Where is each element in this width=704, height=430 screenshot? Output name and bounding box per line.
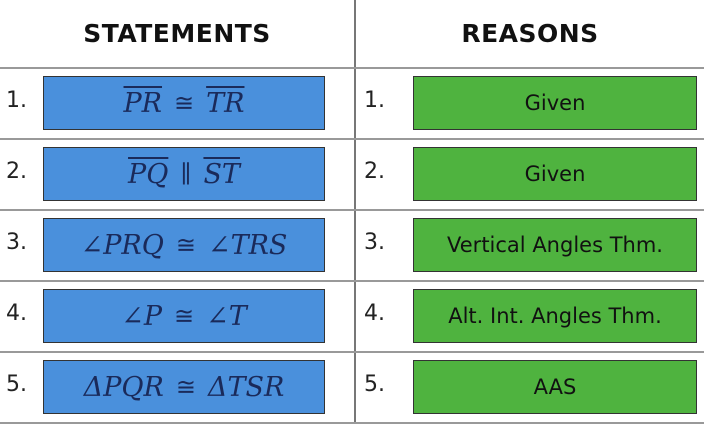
row-line bbox=[0, 209, 704, 211]
row-line bbox=[0, 351, 704, 353]
row-line bbox=[0, 138, 704, 140]
reason-box: Alt. Int. Angles Thm. bbox=[413, 289, 697, 343]
statement-relation: ≅ bbox=[175, 231, 196, 259]
statement-number: 2. bbox=[6, 159, 27, 184]
statement-left: ΔPQR bbox=[83, 371, 164, 403]
statement-number: 4. bbox=[6, 301, 27, 326]
statement-number: 3. bbox=[6, 230, 27, 255]
statement-box: PQ ∥ ST bbox=[43, 147, 325, 201]
statement-box: ∠PRQ ≅ ∠TRS bbox=[43, 218, 325, 272]
statement-left: ∠P bbox=[121, 300, 163, 332]
reason-box: AAS bbox=[413, 360, 697, 414]
statement-left: ∠PRQ bbox=[80, 229, 164, 261]
statement-left: PR bbox=[123, 87, 163, 119]
statement-right: ST bbox=[203, 158, 240, 190]
column-divider bbox=[354, 0, 356, 422]
row-line bbox=[0, 280, 704, 282]
statement-box: PR ≅ TR bbox=[43, 76, 325, 130]
statement-right: ∠T bbox=[206, 300, 247, 332]
statement-relation: ≅ bbox=[175, 373, 196, 401]
statement-relation: ≅ bbox=[174, 302, 195, 330]
statement-number: 5. bbox=[6, 372, 27, 397]
reason-number: 2. bbox=[364, 159, 385, 184]
reasons-header: REASONS bbox=[461, 19, 599, 48]
statement-box: ΔPQR ≅ ΔTSR bbox=[43, 360, 325, 414]
reason-number: 3. bbox=[364, 230, 385, 255]
reason-box: Vertical Angles Thm. bbox=[413, 218, 697, 272]
statement-right: TR bbox=[206, 87, 245, 119]
reason-box: Given bbox=[413, 147, 697, 201]
statement-box: ∠P ≅ ∠T bbox=[43, 289, 325, 343]
statement-left: PQ bbox=[128, 158, 169, 190]
statement-relation: ≅ bbox=[174, 89, 195, 117]
statement-relation: ∥ bbox=[180, 160, 192, 188]
row-line bbox=[0, 422, 704, 424]
statement-right: ∠TRS bbox=[207, 229, 288, 261]
reason-number: 5. bbox=[364, 372, 385, 397]
statement-right: ΔTSR bbox=[207, 371, 285, 403]
statements-header: STATEMENTS bbox=[83, 19, 271, 48]
row-line bbox=[0, 67, 704, 69]
reason-number: 4. bbox=[364, 301, 385, 326]
statement-number: 1. bbox=[6, 88, 27, 113]
reason-number: 1. bbox=[364, 88, 385, 113]
reason-box: Given bbox=[413, 76, 697, 130]
